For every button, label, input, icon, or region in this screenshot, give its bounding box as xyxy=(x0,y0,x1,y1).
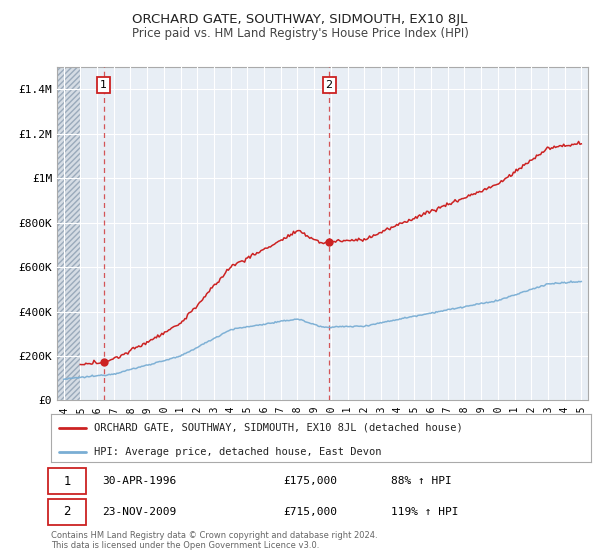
Text: ORCHARD GATE, SOUTHWAY, SIDMOUTH, EX10 8JL: ORCHARD GATE, SOUTHWAY, SIDMOUTH, EX10 8… xyxy=(133,13,467,26)
Text: HPI: Average price, detached house, East Devon: HPI: Average price, detached house, East… xyxy=(94,446,382,456)
Text: 23-NOV-2009: 23-NOV-2009 xyxy=(103,507,176,517)
Text: Price paid vs. HM Land Registry's House Price Index (HPI): Price paid vs. HM Land Registry's House … xyxy=(131,27,469,40)
FancyBboxPatch shape xyxy=(49,468,86,494)
Text: 2: 2 xyxy=(326,80,333,90)
Text: 119% ↑ HPI: 119% ↑ HPI xyxy=(391,507,459,517)
FancyBboxPatch shape xyxy=(49,499,86,525)
Text: 88% ↑ HPI: 88% ↑ HPI xyxy=(391,476,452,486)
Bar xyxy=(57,67,80,400)
Text: 2: 2 xyxy=(64,505,71,519)
Text: £175,000: £175,000 xyxy=(283,476,337,486)
Text: 1: 1 xyxy=(64,474,71,488)
Text: 30-APR-1996: 30-APR-1996 xyxy=(103,476,176,486)
Text: ORCHARD GATE, SOUTHWAY, SIDMOUTH, EX10 8JL (detached house): ORCHARD GATE, SOUTHWAY, SIDMOUTH, EX10 8… xyxy=(94,423,463,433)
Text: £715,000: £715,000 xyxy=(283,507,337,517)
Bar xyxy=(57,67,80,400)
Text: 1: 1 xyxy=(100,80,107,90)
Text: Contains HM Land Registry data © Crown copyright and database right 2024.
This d: Contains HM Land Registry data © Crown c… xyxy=(51,531,377,550)
